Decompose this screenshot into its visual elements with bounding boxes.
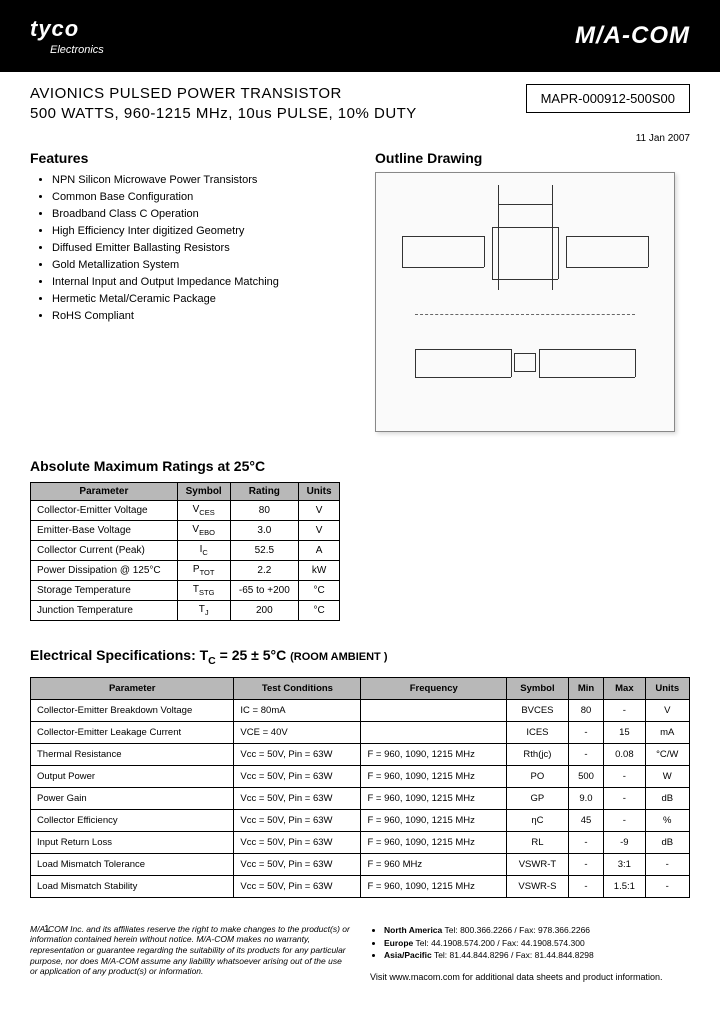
content: AVIONICS PULSED POWER TRANSISTOR 500 WAT… [0, 72, 720, 1002]
contacts-list: North America Tel: 800.366.2266 / Fax: 9… [370, 924, 690, 962]
ratings-header: Rating [230, 483, 299, 501]
feature-item: High Efficiency Inter digitized Geometry [52, 223, 345, 240]
page-number: 1 [44, 924, 50, 935]
spec-row: Collector-Emitter Breakdown VoltageIC = … [31, 699, 690, 721]
title-row: AVIONICS PULSED POWER TRANSISTOR 500 WAT… [30, 84, 690, 123]
outline-drawing [375, 172, 675, 432]
spec-header: Parameter [31, 677, 234, 699]
tyco-logo: tyco Electronics [30, 16, 104, 56]
macom-logo: M/A-COM [575, 22, 690, 50]
footer-wrap: 1 M/A-COM Inc. and its affiliates reserv… [30, 924, 690, 982]
features-heading: Features [30, 150, 345, 166]
features-column: Features NPN Silicon Microwave Power Tra… [30, 150, 345, 432]
header-bar: tyco Electronics M/A-COM [0, 0, 720, 72]
disclaimer: M/A-COM Inc. and its affiliates reserve … [30, 924, 350, 982]
ratings-row: Storage TemperatureTSTG-65 to +200°C [31, 581, 340, 601]
spec-row: Input Return LossVcc = 50V, Pin = 63WF =… [31, 831, 690, 853]
company-sub: Electronics [50, 44, 104, 56]
contact-item: Asia/Pacific Tel: 81.44.844.8296 / Fax: … [384, 949, 690, 962]
spec-row: Power GainVcc = 50V, Pin = 63WF = 960, 1… [31, 787, 690, 809]
company-name: tyco [30, 16, 104, 42]
specs-heading-suffix: = 25 ± 5°C [216, 647, 290, 663]
feature-item: Hermetic Metal/Ceramic Package [52, 291, 345, 308]
spec-header: Symbol [507, 677, 569, 699]
ratings-heading: Absolute Maximum Ratings at 25°C [30, 458, 690, 474]
features-list: NPN Silicon Microwave Power TransistorsC… [30, 172, 345, 325]
outline-column: Outline Drawing [375, 150, 690, 432]
title-line1: AVIONICS PULSED POWER TRANSISTOR [30, 84, 526, 104]
contact-item: Europe Tel: 44.1908.574.200 / Fax: 44.19… [384, 937, 690, 950]
ratings-row: Power Dissipation @ 125°CPTOT2.2kW [31, 561, 340, 581]
feature-item: Gold Metallization System [52, 257, 345, 274]
spec-row: Load Mismatch ToleranceVcc = 50V, Pin = … [31, 853, 690, 875]
date: 11 Jan 2007 [30, 133, 690, 144]
contacts: North America Tel: 800.366.2266 / Fax: 9… [370, 924, 690, 982]
spec-row: Load Mismatch StabilityVcc = 50V, Pin = … [31, 875, 690, 897]
outline-heading: Outline Drawing [375, 150, 690, 166]
spec-header: Frequency [361, 677, 507, 699]
spec-row: Output PowerVcc = 50V, Pin = 63WF = 960,… [31, 765, 690, 787]
ratings-header: Units [299, 483, 340, 501]
ratings-row: Junction TemperatureTJ200°C [31, 601, 340, 621]
ratings-header: Symbol [177, 483, 230, 501]
specs-heading-sub: C [208, 655, 216, 667]
two-column: Features NPN Silicon Microwave Power Tra… [30, 150, 690, 432]
feature-item: NPN Silicon Microwave Power Transistors [52, 172, 345, 189]
feature-item: Diffused Emitter Ballasting Resistors [52, 240, 345, 257]
feature-item: Internal Input and Output Impedance Matc… [52, 274, 345, 291]
title-line2: 500 WATTS, 960-1215 MHz, 10us PULSE, 10%… [30, 104, 526, 124]
ratings-row: Collector Current (Peak)IC52.5A [31, 541, 340, 561]
spec-row: Collector-Emitter Leakage CurrentVCE = 4… [31, 721, 690, 743]
part-number-box: MAPR-000912-500S00 [526, 84, 690, 113]
spec-table: ParameterTest ConditionsFrequencySymbolM… [30, 677, 690, 898]
ratings-row: Emitter-Base VoltageVEBO3.0V [31, 521, 340, 541]
specs-heading-room: (ROOM AMBIENT ) [290, 651, 387, 663]
specs-heading: Electrical Specifications: TC = 25 ± 5°C… [30, 647, 690, 667]
spec-row: Thermal ResistanceVcc = 50V, Pin = 63WF … [31, 743, 690, 765]
specs-heading-prefix: Electrical Specifications: T [30, 647, 208, 663]
spec-header: Max [604, 677, 645, 699]
spec-header: Test Conditions [234, 677, 361, 699]
footer: M/A-COM Inc. and its affiliates reserve … [30, 924, 690, 982]
spec-header: Min [568, 677, 603, 699]
ratings-header: Parameter [31, 483, 178, 501]
feature-item: RoHS Compliant [52, 308, 345, 325]
feature-item: Common Base Configuration [52, 189, 345, 206]
spec-row: Collector EfficiencyVcc = 50V, Pin = 63W… [31, 809, 690, 831]
feature-item: Broadband Class C Operation [52, 206, 345, 223]
title-block: AVIONICS PULSED POWER TRANSISTOR 500 WAT… [30, 84, 526, 123]
ratings-table: ParameterSymbolRatingUnitsCollector-Emit… [30, 482, 340, 621]
spec-header: Units [645, 677, 690, 699]
contact-item: North America Tel: 800.366.2266 / Fax: 9… [384, 924, 690, 937]
visit-line: Visit www.macom.com for additional data … [370, 972, 690, 982]
ratings-row: Collector-Emitter VoltageVCES80V [31, 501, 340, 521]
